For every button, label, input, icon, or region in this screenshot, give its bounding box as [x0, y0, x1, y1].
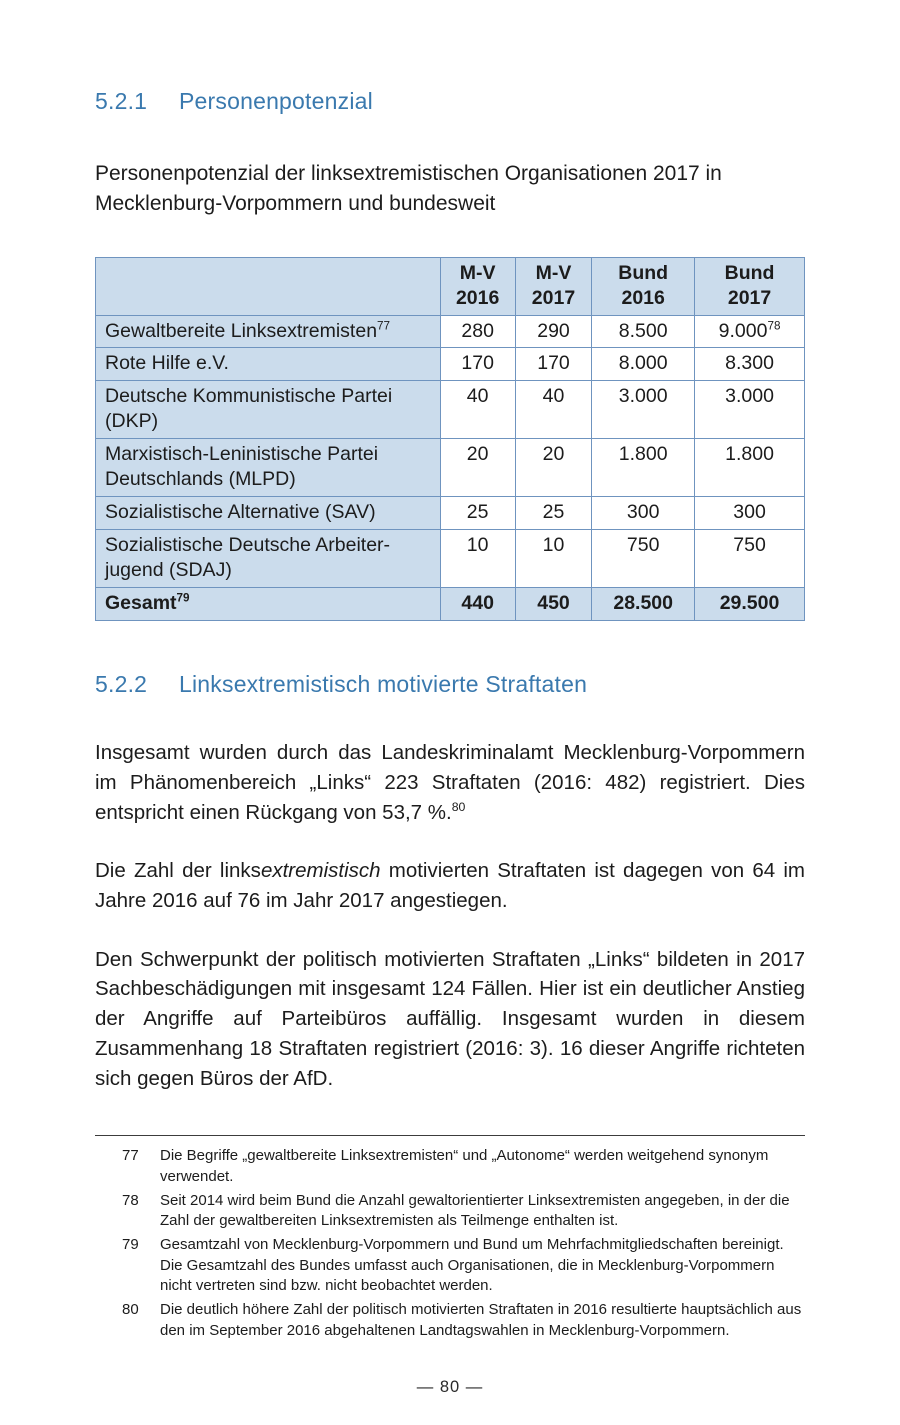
body-paragraphs: Insgesamt wurden durch das Landeskrimina… [95, 738, 805, 1093]
footnote-number: 80 [122, 1301, 139, 1319]
footnote-text: Die deutlich höhere Zahl der politisch m… [160, 1301, 802, 1339]
row-value: 29.500 [694, 587, 805, 622]
row-value: 40 [439, 380, 516, 440]
row-value: 40 [514, 380, 593, 440]
row-value: 440 [439, 587, 516, 622]
row-label: Marxistisch-Leninistische Partei Deutschl… [95, 438, 441, 498]
footnote: 77 Die Begriffe „gewaltbereite Linksextre… [122, 1146, 805, 1187]
personenpotenzial-table: M-V 2016 M-V 2017 Bund 2016 Bund 2017 Gewaltber… [95, 256, 805, 622]
row-value: 750 [694, 529, 805, 589]
footnotes: 77 Die Begriffe „gewaltbereite Linksextre… [95, 1146, 805, 1341]
row-value: 25 [514, 496, 593, 531]
footnote-ref: 79 [176, 591, 190, 605]
footnote: 78 Seit 2014 wird beim Bund die Anzahl ge… [122, 1191, 805, 1232]
table-intro-paragraph: Personenpotenzial der linksextremistisch… [95, 162, 722, 215]
row-value: 20 [514, 438, 593, 498]
table-row: Sozialistische Alternative (SAV) 25 25 300 3… [95, 496, 805, 531]
section-heading-522: 5.2.2 Linksextremistisch motivierte Stra… [95, 671, 805, 698]
table-col-header: M-V 2017 [514, 256, 593, 316]
row-value: 170 [514, 347, 593, 382]
table-col-header: Bund 2016 [591, 256, 696, 316]
row-value: 8.000 [591, 347, 696, 382]
row-value: 10 [514, 529, 593, 589]
table-total-row: Gesamt79 440 450 28.500 29.500 [95, 587, 805, 622]
row-label: Sozialistische Alternative (SAV) [95, 496, 441, 531]
section-number: 5.2.2 [95, 671, 148, 698]
table-col-header: Bund 2017 [694, 256, 805, 316]
row-value: 9.00078 [694, 314, 805, 349]
table-row: Gewaltbereite Linksextremisten77 280 290 8.… [95, 314, 805, 349]
footnote-number: 77 [122, 1147, 139, 1165]
table-row: Deutsche Kommunistische Partei (DKP) 40 40 3… [95, 380, 805, 440]
row-label: Gewaltbereite Linksextremisten77 [95, 314, 441, 349]
row-value: 3.000 [591, 380, 696, 440]
footnote-ref: 80 [451, 799, 466, 814]
row-value: 3.000 [694, 380, 805, 440]
row-value: 450 [514, 587, 593, 622]
row-value: 28.500 [591, 587, 696, 622]
row-value: 20 [439, 438, 516, 498]
table-corner-cell [95, 256, 441, 316]
footnote-number: 78 [122, 1191, 139, 1209]
footnote: 79 Gesamtzahl von Mecklenburg-Vorpommern … [122, 1235, 805, 1297]
footnote-ref: 77 [377, 319, 391, 333]
section-title: Linksextremistisch motivierte Straftaten [179, 671, 588, 698]
row-value: 170 [439, 347, 516, 382]
table-row: Rote Hilfe e.V. 170 170 8.000 8.300 [95, 347, 805, 382]
footnote-text: Seit 2014 wird beim Bund die Anzahl gewa… [160, 1191, 790, 1230]
row-label: Sozialistische Deutsche Arbeiter-jugend … [95, 529, 441, 589]
row-label: Deutsche Kommunistische Partei (DKP) [95, 380, 441, 440]
row-value: 300 [591, 496, 696, 531]
table-col-header: M-V 2016 [439, 256, 516, 316]
table-header-row: M-V 2016 M-V 2017 Bund 2016 Bund 2017 [95, 256, 805, 316]
row-value: 280 [439, 314, 516, 349]
row-value: 300 [694, 496, 805, 531]
footnote-text: Gesamtzahl von Mecklenburg-Vorpommern un… [160, 1236, 784, 1295]
paragraph: Insgesamt wurden durch das Landeskrimina… [95, 741, 805, 824]
row-value: 10 [439, 529, 516, 589]
section-number: 5.2.1 [95, 88, 148, 114]
paragraph: Den Schwerpunkt der politisch motivierte… [95, 947, 805, 1090]
row-value: 290 [514, 314, 593, 349]
row-value: 8.500 [591, 314, 696, 349]
italic-text: extremistisch [260, 859, 381, 883]
footnote-ref: 78 [767, 319, 781, 333]
table-row: Marxistisch-Leninistische Partei Deutschl… [95, 438, 805, 498]
row-value: 750 [591, 529, 696, 589]
footnote-number: 79 [122, 1236, 139, 1253]
section-heading-521: 5.2.1 Personenpotenzial [95, 88, 805, 115]
paragraph: Die Zahl der linksextremistisch motivier… [95, 859, 805, 912]
row-label: Gesamt79 [95, 587, 441, 622]
table-row: Sozialistische Deutsche Arbeiter-jugend … [95, 529, 805, 589]
section-title: Personenpotenzial [179, 88, 373, 114]
row-value: 25 [439, 496, 516, 531]
row-value: 8.300 [694, 347, 805, 382]
footnote-text: Die Begriffe „gewaltbereite Linksextremi… [160, 1147, 769, 1185]
row-value: 1.800 [591, 438, 696, 498]
table-body: Gewaltbereite Linksextremisten77 280 290 8.… [95, 314, 805, 622]
footnote: 80 Die deutlich höhere Zahl der politisch… [122, 1300, 805, 1341]
page-number: — 80 — [416, 1378, 484, 1396]
footnote-separator [95, 1135, 805, 1137]
row-value: 1.800 [694, 438, 805, 498]
row-label: Rote Hilfe e.V. [95, 347, 441, 382]
